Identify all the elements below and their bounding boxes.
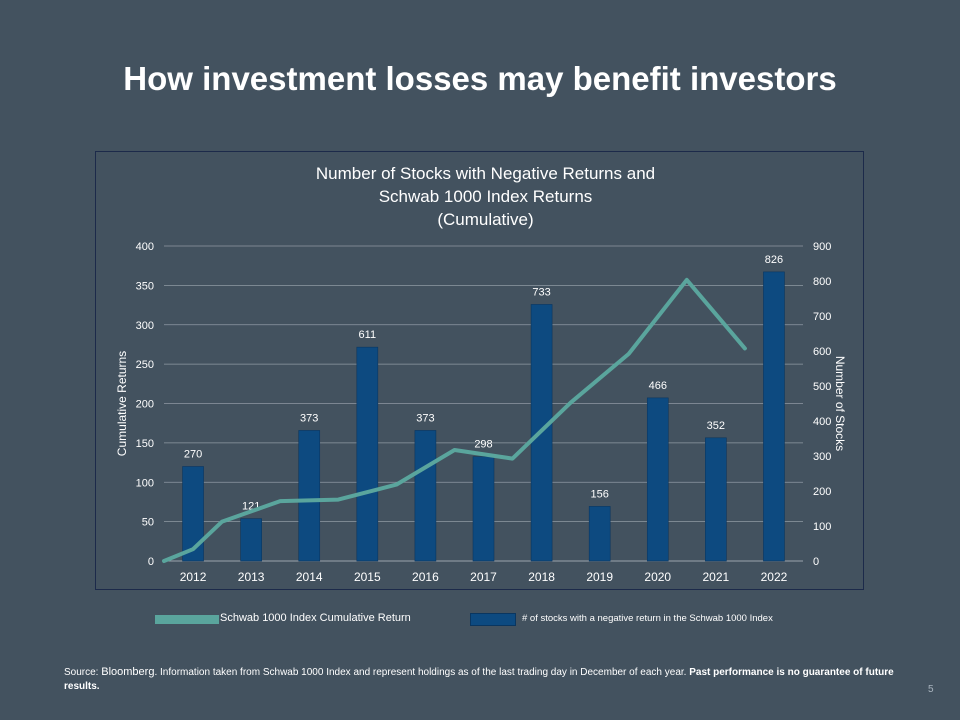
x-tick-label: 2014: [296, 570, 323, 584]
source-note: Source: Bloomberg. Information taken fro…: [64, 665, 894, 694]
x-tick-label: 2021: [703, 570, 730, 584]
bar-data-label: 733: [532, 286, 550, 298]
chart-title-line: (Cumulative): [437, 210, 533, 229]
y-right-tick-label: 600: [813, 346, 831, 358]
bar-2020: [646, 397, 669, 562]
bar-2016: [414, 430, 437, 562]
bar-2022: [763, 271, 785, 562]
bar-data-label: 826: [765, 254, 783, 266]
chart-title-line: Number of Stocks with Negative Returns a…: [316, 164, 655, 183]
y-right-tick-label: 400: [813, 416, 831, 428]
y-right-tick-label: 900: [813, 241, 831, 253]
y-right-tick-label: 800: [813, 276, 831, 288]
bar-data-label: 298: [474, 439, 492, 451]
bar-2021: [705, 437, 727, 562]
x-tick-label: 2022: [761, 570, 788, 584]
cumulative-return-line: [162, 277, 747, 563]
x-tick-label: 2019: [586, 570, 613, 584]
legend-line-label: Schwab 1000 Index Cumulative Return: [220, 612, 411, 624]
bar-2013: [240, 518, 262, 562]
y-left-tick-label: 0: [148, 556, 154, 568]
y-right-axis-title: Number of Stocks: [833, 356, 847, 451]
source-name: Bloomberg: [101, 666, 155, 678]
y-right-tick-label: 100: [813, 521, 831, 533]
bar-data-label: 466: [649, 380, 667, 392]
y-right-tick-label: 200: [813, 486, 831, 498]
bar-data-label: 156: [591, 488, 609, 500]
page-number: 5: [928, 684, 934, 695]
chart-frame: Number of Stocks with Negative Returns a…: [95, 151, 864, 590]
x-tick-label: 2015: [354, 570, 381, 584]
source-prefix: Source:: [64, 667, 102, 678]
bar-2012: [182, 466, 204, 562]
y-left-tick-label: 250: [136, 359, 154, 371]
bar-2019: [588, 506, 611, 562]
x-tick-label: 2012: [180, 570, 207, 584]
y-left-tick-label: 50: [142, 517, 154, 529]
y-right-tick-label: 700: [813, 311, 831, 323]
legend-bar-label: # of stocks with a negative return in th…: [522, 613, 773, 624]
y-right-tick-label: 0: [813, 556, 819, 568]
chart-title-line: Schwab 1000 Index Returns: [379, 187, 593, 206]
x-tick-label: 2020: [644, 570, 671, 584]
bar-data-label: 373: [300, 412, 318, 424]
combo-chart: Number of Stocks with Negative Returns a…: [115, 164, 847, 584]
x-tick-label: 2016: [412, 570, 439, 584]
y-left-axis-title: Cumulative Returns: [115, 351, 129, 456]
y-left-tick-label: 100: [136, 477, 154, 489]
x-tick-label: 2018: [528, 570, 555, 584]
bar-data-label: 270: [184, 449, 202, 461]
legend-bar-swatch: [470, 613, 516, 626]
bar-data-label: 352: [707, 420, 725, 432]
bar-data-label: 373: [416, 412, 434, 424]
y-right-tick-label: 300: [813, 451, 831, 463]
x-tick-label: 2017: [470, 570, 497, 584]
y-right-tick-label: 500: [813, 381, 831, 393]
source-disclaimer: Past performance is no guarantee of futu…: [64, 667, 894, 692]
slide-title: How investment losses may benefit invest…: [123, 60, 837, 97]
y-left-tick-label: 400: [136, 241, 154, 253]
y-left-tick-label: 350: [136, 280, 154, 292]
source-middle: . Information taken from Schwab 1000 Ind…: [154, 667, 690, 678]
y-left-tick-label: 300: [136, 320, 154, 332]
legend-line-swatch: [155, 615, 219, 624]
bar-2014: [298, 430, 321, 562]
y-left-tick-label: 150: [136, 438, 154, 450]
bar-data-label: 611: [359, 329, 377, 341]
y-left-tick-label: 200: [136, 399, 154, 411]
bar-2015: [356, 346, 379, 562]
x-tick-label: 2013: [238, 570, 265, 584]
bar-2017: [472, 456, 495, 562]
